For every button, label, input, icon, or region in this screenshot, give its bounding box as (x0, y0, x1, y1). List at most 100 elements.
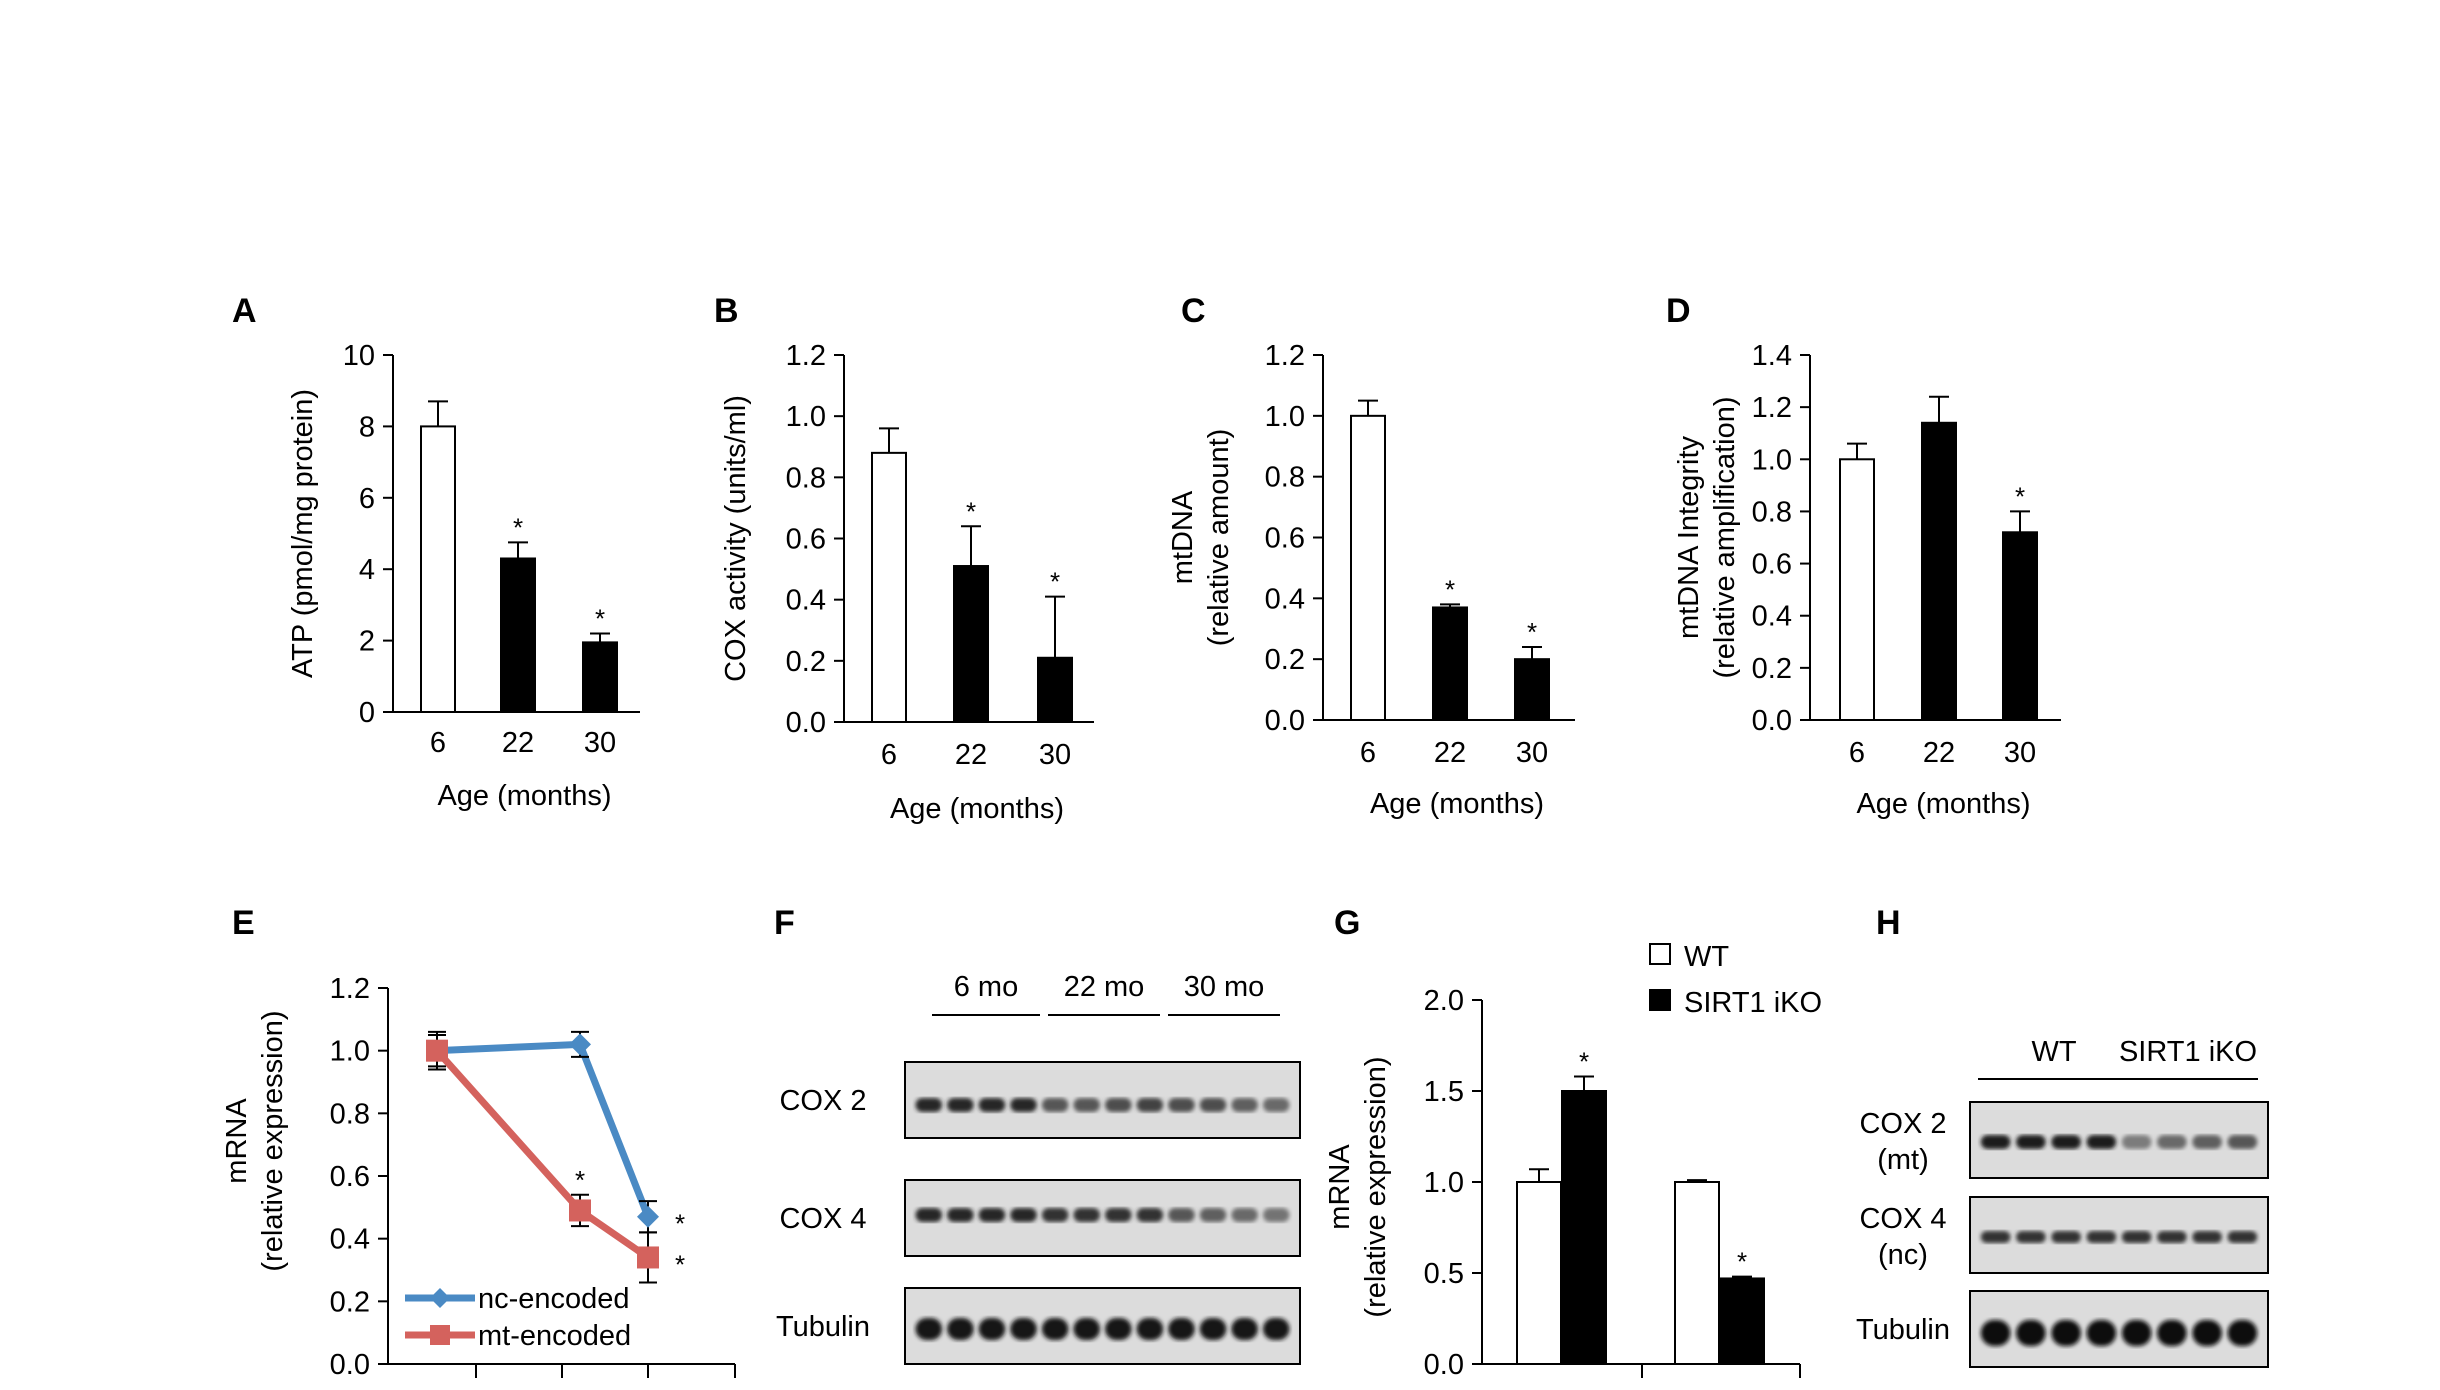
blot-band (1041, 1208, 1069, 1222)
blot-band (1980, 1320, 2011, 1346)
y-tick-label: 8 (359, 411, 375, 443)
blot-panel (1969, 1290, 2269, 1368)
panel-g: G 2.0 1.5 1.0 0.5 0.0 mRNA (relative expression… (1324, 904, 1822, 1381)
significance-star: * (1445, 574, 1455, 604)
bar (1839, 458, 1875, 721)
bar (500, 557, 536, 713)
blot-band (2016, 1135, 2046, 1149)
panel-label: A (232, 292, 257, 330)
y-axis-label: COX activity (units/ml) (720, 395, 752, 682)
blot-band (2051, 1135, 2081, 1149)
data-point (426, 1039, 448, 1062)
significance-star: * (675, 1249, 685, 1279)
blot-band (2016, 1320, 2046, 1346)
panel-label: F (774, 904, 795, 942)
blot-band (1041, 1098, 1069, 1112)
y-tick-label: 6 (359, 483, 375, 515)
bar (1514, 658, 1550, 722)
row-label: Tubulin (1856, 1314, 1950, 1346)
y-tick-label: 1.2 (1265, 340, 1305, 372)
y-tick-label: 1.2 (330, 973, 370, 1005)
blot-band (1231, 1208, 1258, 1222)
y-axis-label: (relative expression) (1360, 1056, 1392, 1317)
legend-label: WT (1684, 941, 1729, 973)
blot-band (1199, 1208, 1227, 1222)
panel-h: H WT SIRT1 iKO COX 2 (mt) COX 4 (nc) Tubulin (1856, 904, 2269, 1368)
blot-band (1010, 1098, 1037, 1112)
significance-star: * (1579, 1046, 1589, 1076)
y-tick-label: 0.2 (1265, 644, 1305, 676)
bar (420, 425, 456, 713)
panel-b: B 1.2 1.0 0.8 0.6 0.4 0.2 0.0 6 * 22 * 30 Age (months… (714, 292, 1094, 825)
blot-band (2157, 1231, 2187, 1243)
y-tick-label: 0.6 (330, 1161, 370, 1193)
y-tick-label: 0.0 (1424, 1349, 1464, 1381)
blot-band (1168, 1318, 1195, 1340)
panel-e: E 1.2 1.0 0.8 0.6 0.4 0.2 0.0 mRNA (relative expr… (221, 904, 736, 1381)
y-tick-label: 0.0 (1265, 705, 1305, 737)
row-label: COX 4 (779, 1203, 866, 1235)
y-tick-label: 0.0 (786, 707, 826, 739)
blot-band (1199, 1318, 1227, 1340)
blot-band (947, 1318, 974, 1340)
blot-panel (1969, 1196, 2269, 1274)
y-axis-label: mtDNA (1167, 490, 1199, 584)
blot-band (915, 1098, 943, 1112)
row-label: Tubulin (776, 1311, 870, 1343)
blot-band (1980, 1135, 2011, 1149)
panel-a: A 10 8 6 4 2 0 6 * 22 * 30 Age (months) ATP (pmol/mg … (232, 292, 640, 812)
x-axis-label: Age (months) (1370, 788, 1544, 820)
significance-star: * (1527, 617, 1537, 647)
x-axis-label: Age (months) (1856, 788, 2030, 820)
blot-band (2192, 1135, 2222, 1149)
legend-label: SIRT1 iKO (1684, 987, 1822, 1019)
blot-band (915, 1208, 943, 1222)
legend-label: mt-encoded (478, 1320, 631, 1352)
y-tick-label: 10 (343, 340, 375, 372)
y-tick-label: 0.5 (1424, 1258, 1464, 1290)
blot-band (1010, 1318, 1037, 1340)
x-tick-label: 6 (1849, 737, 1865, 769)
y-tick-label: 0.8 (330, 1098, 370, 1130)
y-tick-label: 0.6 (1752, 549, 1792, 581)
y-axis-label: mtDNA Integrity (1673, 435, 1705, 639)
blot-band (2086, 1135, 2117, 1149)
blot-band (2051, 1231, 2081, 1243)
y-tick-label: 0.8 (1752, 496, 1792, 528)
series-line (434, 1048, 650, 1261)
blot-band (2227, 1320, 2258, 1346)
significance-star: * (675, 1209, 685, 1239)
y-tick-label: 0.2 (330, 1286, 370, 1318)
significance-star: * (1737, 1247, 1747, 1277)
bar (1432, 606, 1468, 721)
blot-band (1105, 1208, 1132, 1222)
blot-band (2192, 1320, 2222, 1346)
legend-marker (430, 1288, 450, 1308)
bar (582, 641, 618, 714)
y-axis-label: (relative expression) (257, 1010, 289, 1271)
lane-group-label: SIRT1 iKO (2119, 1036, 2257, 1068)
row-label: COX 2 (1859, 1108, 1946, 1140)
y-axis-label: (relative amount) (1203, 429, 1235, 647)
x-tick-label: 30 (1516, 737, 1548, 769)
lane-group-label: 22 mo (1064, 971, 1145, 1003)
bar (1561, 1090, 1607, 1365)
blot-band (2121, 1135, 2152, 1149)
legend-label: nc-encoded (478, 1283, 630, 1315)
y-axis-label: (relative amplification) (1709, 396, 1741, 678)
x-tick-label: 6 (1360, 737, 1376, 769)
y-tick-label: 4 (359, 554, 375, 586)
bar (871, 451, 907, 723)
data-point (569, 1199, 591, 1222)
y-tick-label: 0.4 (1265, 583, 1305, 615)
y-tick-label: 0.4 (1752, 601, 1792, 633)
lane-group-label: WT (2031, 1036, 2076, 1068)
blot-band (1073, 1098, 1100, 1112)
y-tick-label: 1.0 (330, 1036, 370, 1068)
y-tick-label: 2 (359, 626, 375, 658)
x-tick-label: 22 (502, 727, 534, 759)
significance-star: * (2015, 481, 2025, 511)
blot-band (978, 1318, 1006, 1340)
row-label: COX 2 (779, 1085, 866, 1117)
